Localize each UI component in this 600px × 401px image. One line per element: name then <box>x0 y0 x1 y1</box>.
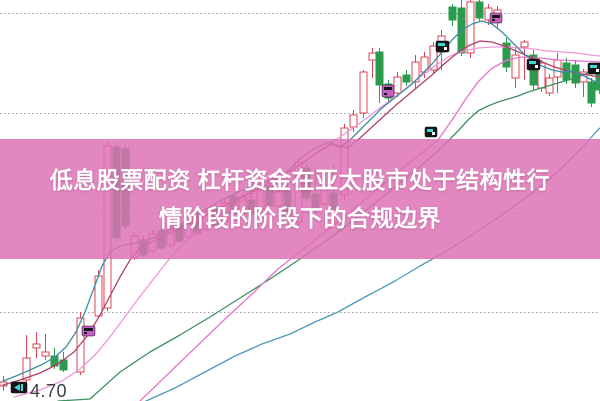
price-label: 4.70 <box>30 381 68 401</box>
marker-dot-glyph <box>444 47 447 50</box>
headline-line-2: 情阶段的阶段下的合规边界 <box>159 205 441 231</box>
signal-marker <box>526 58 541 71</box>
candle-body <box>502 42 511 68</box>
marker-bar-glyph <box>427 129 433 132</box>
candle-body <box>375 51 384 86</box>
candle-body <box>520 41 529 48</box>
candle-body <box>393 76 402 94</box>
signal-marker <box>587 62 600 75</box>
candle-body <box>41 351 50 357</box>
marker-arrow-glyph <box>14 384 20 391</box>
candle-body <box>22 357 31 381</box>
marker-bar-glyph <box>529 61 536 64</box>
headline-line-1: 低息股票配资 杠杆资金在亚太股市处于结构性行 <box>49 167 551 193</box>
candle-body <box>402 74 411 83</box>
candle-body <box>32 343 41 349</box>
marker-dot-glyph <box>535 65 538 68</box>
marker-dark-glyph <box>84 328 93 331</box>
candle-body <box>448 6 457 21</box>
marker-bar-glyph <box>590 65 597 68</box>
candle-body <box>411 61 420 83</box>
marker-dot-glyph <box>596 69 599 72</box>
candle-body <box>511 54 520 79</box>
ma60-line <box>57 68 600 401</box>
candle-body <box>368 52 377 61</box>
marker-bar-glyph <box>438 43 445 46</box>
marker-dark-dot <box>492 19 495 21</box>
candle-body <box>595 72 600 91</box>
signal-marker <box>435 40 450 53</box>
candle-body <box>359 71 368 114</box>
marker-bar-glyph <box>21 384 23 391</box>
candle-body <box>587 81 596 104</box>
candle-body <box>475 1 484 19</box>
candle-body <box>349 114 358 128</box>
marker-dark-glyph <box>384 87 392 90</box>
marker-dark-glyph <box>492 15 500 18</box>
marker-dark-dot <box>84 332 87 334</box>
marker-dot-glyph <box>432 132 435 135</box>
marker-dark-dot <box>384 93 387 95</box>
signal-marker <box>381 84 395 98</box>
headline-banner: 低息股票配资 杠杆资金在亚太股市处于结构性行 情阶段的阶段下的合规边界 <box>0 139 600 259</box>
